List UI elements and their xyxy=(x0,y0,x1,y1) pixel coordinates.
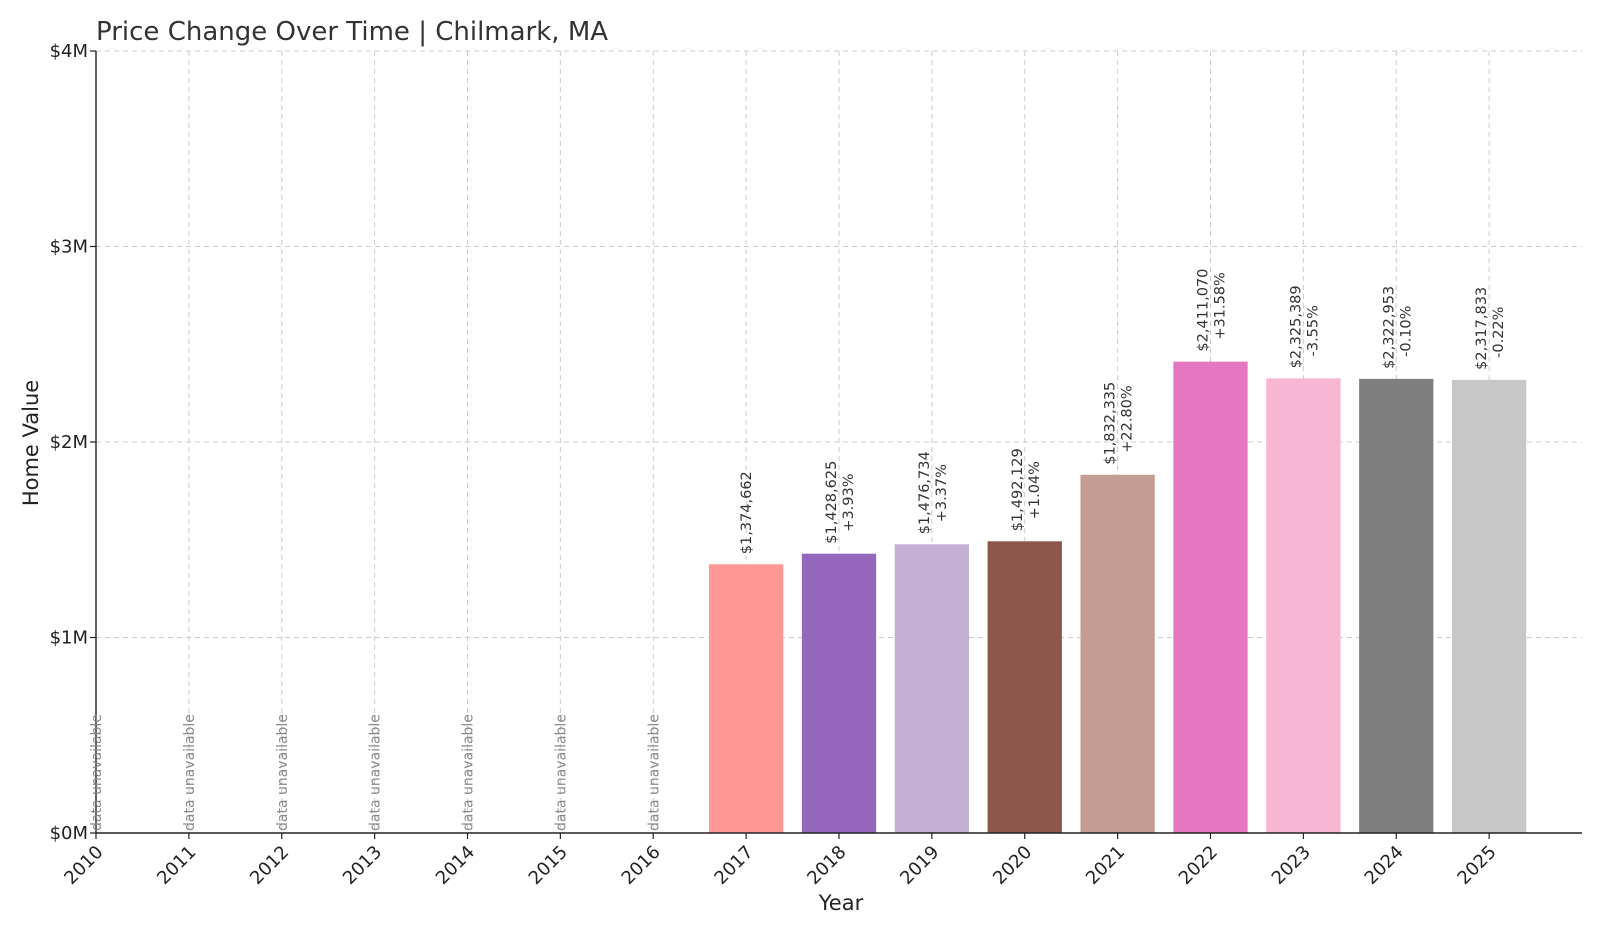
x-tick-label: 2013 xyxy=(339,842,386,889)
bar-2022 xyxy=(1173,361,1248,833)
axes xyxy=(90,50,1582,839)
bar-value-label: $1,374,662 xyxy=(739,471,755,554)
x-tick-label: 2010 xyxy=(60,842,107,889)
bar-2017 xyxy=(708,564,784,833)
bar-value-label: $1,492,129 xyxy=(1010,448,1026,531)
bar-change-label: +22.80% xyxy=(1120,385,1136,452)
bars xyxy=(708,361,1527,833)
chart-title: Price Change Over Time | Chilmark, MA xyxy=(96,17,608,47)
y-tick-label: $4M xyxy=(50,41,88,62)
x-tick-label: 2023 xyxy=(1268,842,1315,889)
x-tick-label: 2011 xyxy=(153,842,200,889)
x-tick-label: 2012 xyxy=(246,842,293,889)
unavailable-label: data unavailable xyxy=(368,714,384,831)
x-tick-label: 2019 xyxy=(896,842,943,889)
y-tick-label: $0M xyxy=(50,823,88,844)
bar-value-label: $2,411,070 xyxy=(1196,269,1212,352)
x-tick-label: 2018 xyxy=(803,842,850,889)
y-tick-label: $3M xyxy=(50,237,88,258)
bar-2021 xyxy=(1080,474,1155,833)
x-tick-label: 2015 xyxy=(525,842,572,889)
bar-2025 xyxy=(1451,379,1527,833)
x-tick-label: 2020 xyxy=(989,842,1036,889)
unavailable-label: data unavailable xyxy=(182,714,198,831)
bar-value-label: $1,428,625 xyxy=(824,461,840,544)
x-tick-label: 2021 xyxy=(1082,842,1129,889)
bar-change-label: +3.37% xyxy=(934,464,950,522)
y-axis-label: Home Value xyxy=(19,380,43,506)
unavailable-label: data unavailable xyxy=(461,714,477,831)
x-tick-label: 2022 xyxy=(1175,842,1222,889)
x-tick-label: 2024 xyxy=(1361,842,1408,889)
bar-value-label: $1,832,335 xyxy=(1103,382,1119,465)
y-tick-label: $2M xyxy=(50,432,88,453)
bar-2020 xyxy=(987,541,1062,833)
bar-value-label: $2,317,833 xyxy=(1474,287,1490,370)
x-tick-label: 2017 xyxy=(710,842,757,889)
bar-2023 xyxy=(1266,378,1341,833)
bar-value-label: $2,325,389 xyxy=(1288,285,1304,368)
bar-2018 xyxy=(801,553,877,833)
x-axis-label: Year xyxy=(818,891,864,915)
unavailable-label: data unavailable xyxy=(89,714,105,831)
unavailable-label: data unavailable xyxy=(275,714,291,831)
x-tick-label: 2025 xyxy=(1453,842,1500,889)
bar-value-label: $2,322,953 xyxy=(1381,286,1397,369)
bar-change-label: +31.58% xyxy=(1213,272,1229,339)
bar-2019 xyxy=(894,544,970,833)
bar-change-label: +3.93% xyxy=(841,473,857,531)
bar-change-label: -0.22% xyxy=(1491,307,1507,358)
bar-change-label: -3.55% xyxy=(1305,305,1321,356)
bar-2024 xyxy=(1359,378,1434,833)
x-tick-label: 2016 xyxy=(618,842,665,889)
unavailable-label: data unavailable xyxy=(553,714,569,831)
bar-change-label: -0.10% xyxy=(1398,306,1414,357)
bar-change-label: +1.04% xyxy=(1027,461,1043,519)
unavailable-label: data unavailable xyxy=(646,714,662,831)
y-tick-label: $1M xyxy=(50,628,88,649)
bar-value-label: $1,476,734 xyxy=(917,451,933,534)
x-tick-label: 2014 xyxy=(432,842,479,889)
